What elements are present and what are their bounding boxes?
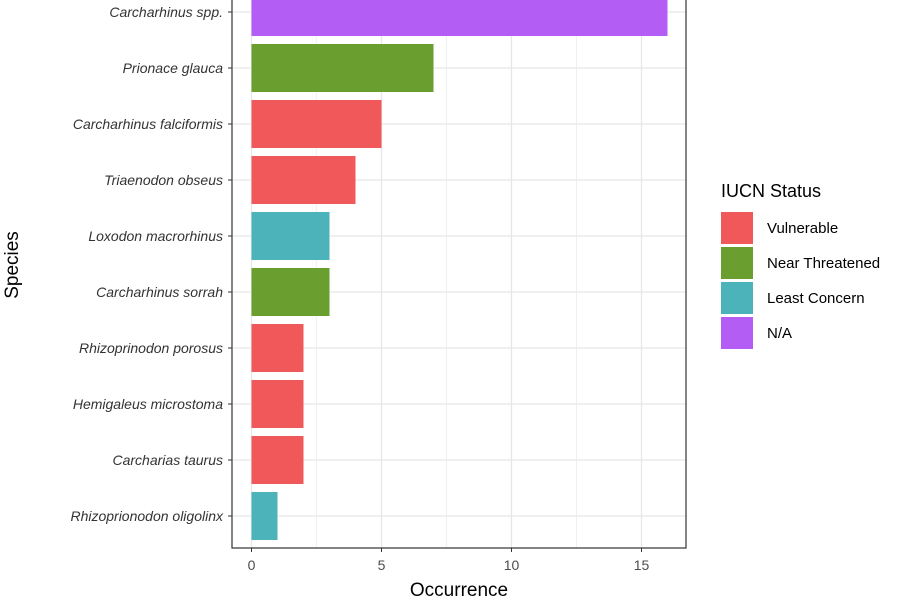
bar	[251, 212, 330, 260]
y-tick-label: Rhizoprionodon oligolinx	[70, 508, 224, 524]
y-tick-label: Rhizoprinodon porosus	[79, 340, 223, 356]
bar	[251, 324, 304, 372]
y-axis-title: Species	[2, 231, 23, 299]
plot-border	[231, 0, 687, 549]
y-tick-label: Loxodon macrorhinus	[88, 228, 223, 244]
y-tick-label: Triaenodon obseus	[104, 172, 223, 188]
y-tick-label: Carcharhinus falciformis	[73, 116, 223, 132]
x-tick-label: 5	[378, 557, 386, 573]
x-tick-label: 10	[504, 557, 520, 573]
x-tick-label: 0	[248, 557, 256, 573]
bar	[251, 44, 434, 92]
bar	[251, 380, 304, 428]
bar	[251, 156, 356, 204]
y-tick-label: Hemigaleus microstoma	[73, 396, 223, 412]
legend-label: N/A	[767, 325, 792, 342]
legend-label: Least Concern	[767, 290, 865, 307]
y-tick-label: Carcharhinus sorrah	[96, 284, 223, 300]
x-tick-label: 15	[634, 557, 650, 573]
bar	[251, 268, 330, 316]
legend-label: Near Threatened	[767, 255, 880, 272]
legend-key	[721, 212, 753, 244]
y-tick-label: Carcharhinus spp.	[109, 4, 223, 20]
legend-key	[721, 247, 753, 279]
legend-key	[721, 282, 753, 314]
y-tick-label: Prionace glauca	[123, 60, 224, 76]
bar	[251, 492, 278, 540]
legend-title: IUCN Status	[721, 181, 821, 201]
legend-key	[721, 317, 753, 349]
bar	[251, 436, 304, 484]
x-axis-title: Occurrence	[410, 580, 508, 600]
y-tick-label: Carcharias taurus	[113, 452, 224, 468]
legend-label: Vulnerable	[767, 220, 838, 237]
bar	[251, 0, 668, 36]
bar	[251, 100, 382, 148]
